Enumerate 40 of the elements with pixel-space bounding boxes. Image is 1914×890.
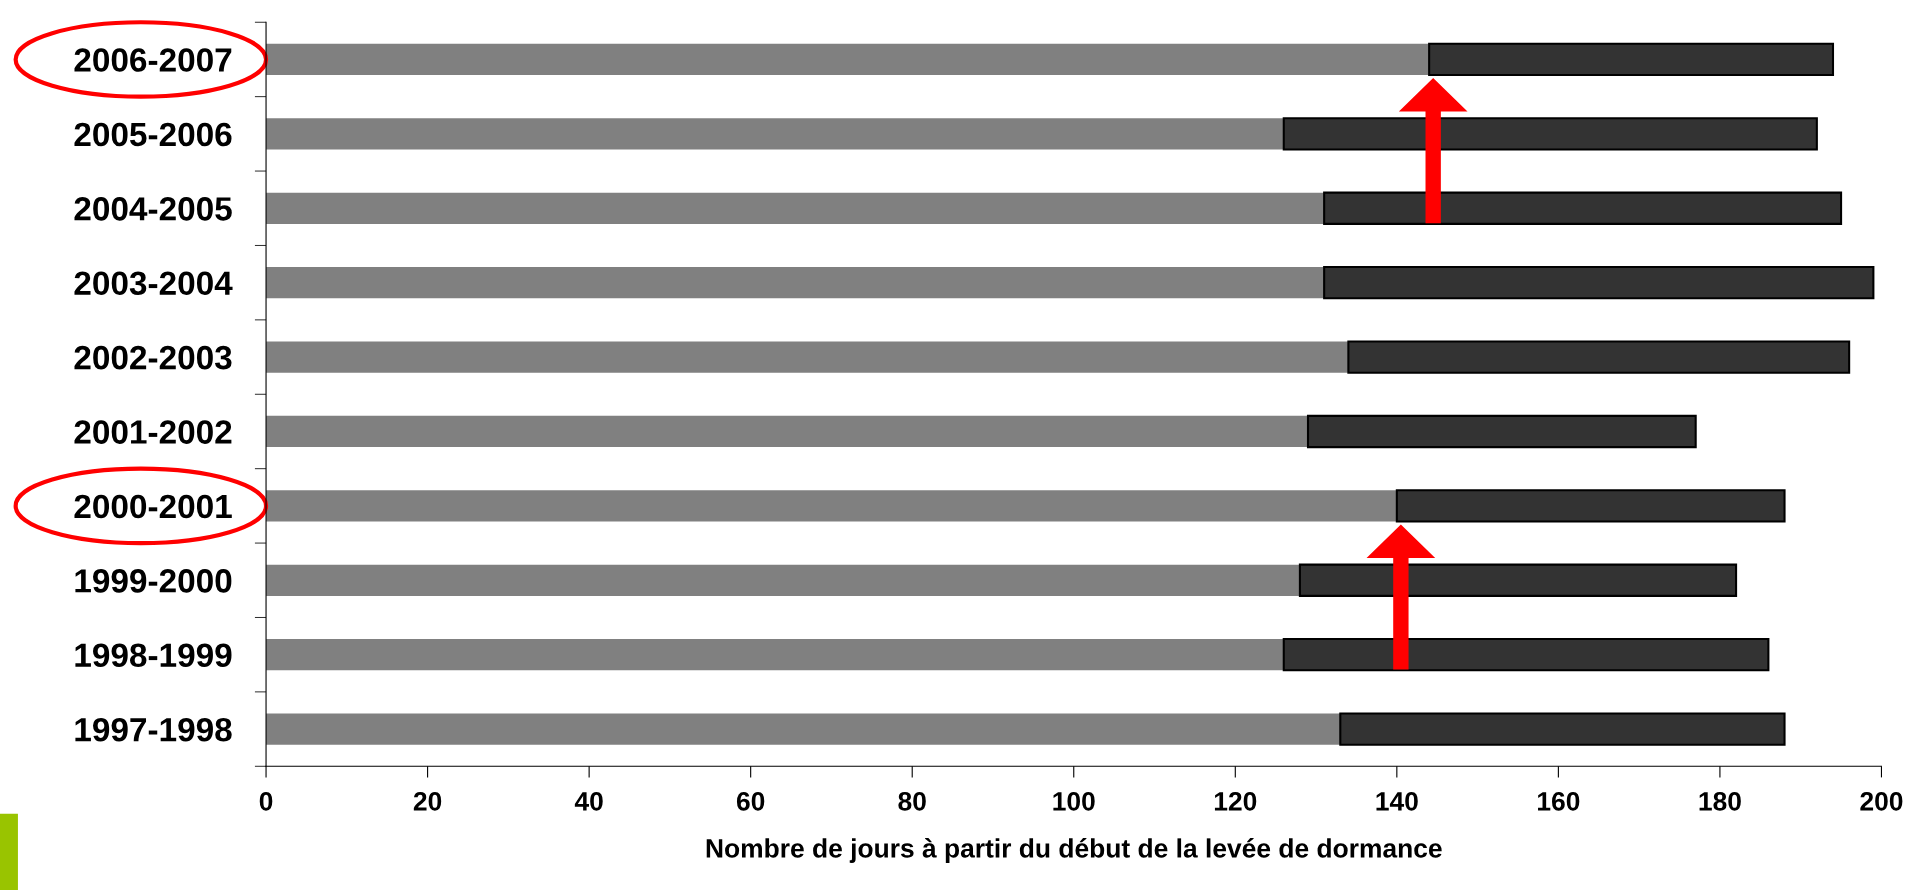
y-tick-label: 2003-2004 (74, 271, 233, 296)
x-tick-label: 60 (736, 791, 765, 811)
bar (1347, 340, 1851, 374)
bar (266, 267, 1325, 299)
bar (1428, 42, 1835, 77)
bar (1339, 712, 1786, 746)
bar (266, 564, 1300, 596)
x-tick-label: 160 (1538, 791, 1580, 811)
y-tick-label: 1999-2000 (75, 569, 232, 593)
bar (266, 713, 1341, 745)
bar (1395, 489, 1786, 523)
x-tick-label: 100 (1053, 791, 1095, 811)
bar (266, 118, 1284, 150)
bar (1323, 266, 1875, 300)
y-tick-label: 1997-1998 (75, 717, 232, 742)
y-tick-label: 2002-2003 (74, 345, 232, 370)
x-tick-label: 180 (1699, 791, 1741, 811)
y-tick-label: 2000-2001 (74, 494, 232, 519)
y-tick-label: 2005-2006 (74, 122, 232, 147)
bar (266, 192, 1325, 224)
y-tick-label: 1998-1999 (75, 643, 232, 668)
bar (1323, 191, 1843, 225)
x-tick-label: 120 (1214, 791, 1257, 811)
x-tick-label: 20 (413, 791, 442, 811)
bar (1282, 638, 1770, 672)
bar (1298, 563, 1738, 597)
x-axis-title: Nombre de jours à partir du début de la levée de dormance (706, 838, 1442, 863)
y-tick-label: 2006-2007 (74, 48, 232, 72)
bar (266, 639, 1284, 671)
x-tick-label: 140 (1376, 791, 1418, 811)
x-tick-label: 200 (1860, 791, 1903, 811)
bar (266, 341, 1349, 373)
bar (1282, 117, 1818, 151)
y-tick-label: 2001-2002 (74, 420, 232, 444)
x-tick-label: 0 (259, 791, 273, 811)
bar (1306, 414, 1697, 449)
bar (266, 415, 1308, 448)
x-tick-label: 40 (574, 791, 603, 811)
x-tick-label: 80 (898, 791, 926, 811)
y-tick-label: 2004-2005 (74, 197, 232, 221)
